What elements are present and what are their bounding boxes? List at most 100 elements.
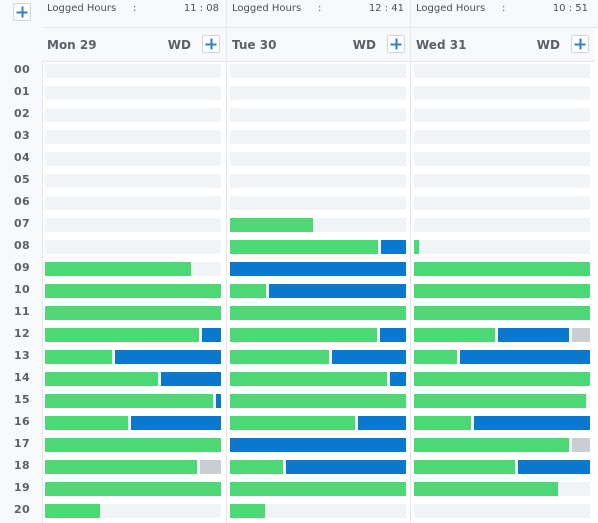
meeting-activity-bar[interactable]: [131, 416, 221, 430]
meeting-activity-bar[interactable]: [498, 328, 569, 342]
work-activity-bar[interactable]: [230, 284, 266, 298]
work-activity-bar[interactable]: [45, 438, 221, 452]
work-activity-bar[interactable]: [414, 438, 569, 452]
work-activity-bar[interactable]: [230, 372, 387, 386]
hour-slot[interactable]: [414, 152, 590, 166]
hour-gutter: [0, 0, 43, 523]
meeting-activity-bar[interactable]: [390, 372, 406, 386]
idle-activity-bar[interactable]: [200, 460, 221, 474]
hour-slot[interactable]: [414, 86, 590, 100]
hour-label: 15: [14, 393, 30, 406]
work-activity-bar[interactable]: [414, 284, 590, 298]
work-activity-bar[interactable]: [45, 328, 199, 342]
meeting-activity-bar[interactable]: [460, 350, 590, 364]
hour-slot[interactable]: [230, 86, 406, 100]
workday-badge: WD: [167, 38, 191, 52]
add-day-entry-button[interactable]: [571, 35, 589, 53]
hour-slot[interactable]: [414, 64, 590, 78]
idle-activity-bar[interactable]: [572, 438, 590, 452]
day-name: Mon 29: [47, 38, 97, 52]
hour-slot[interactable]: [45, 64, 221, 78]
meeting-activity-bar[interactable]: [269, 284, 406, 298]
logged-hours-value: 11 : 08: [183, 3, 219, 14]
plus-icon: [205, 38, 217, 50]
hour-slot[interactable]: [230, 152, 406, 166]
hour-slot[interactable]: [414, 196, 590, 210]
idle-activity-bar[interactable]: [572, 328, 590, 342]
work-activity-bar[interactable]: [230, 306, 406, 320]
hour-slot[interactable]: [230, 504, 406, 518]
logged-hours-bar: [42, 0, 598, 28]
work-activity-bar[interactable]: [45, 306, 221, 320]
work-activity-bar[interactable]: [45, 284, 221, 298]
meeting-activity-bar[interactable]: [161, 372, 221, 386]
work-activity-bar[interactable]: [45, 482, 221, 496]
meeting-activity-bar[interactable]: [230, 438, 406, 452]
hour-slot[interactable]: [230, 196, 406, 210]
hour-slot[interactable]: [45, 196, 221, 210]
hour-slot[interactable]: [45, 130, 221, 144]
work-activity-bar[interactable]: [230, 460, 283, 474]
work-activity-bar[interactable]: [414, 306, 590, 320]
meeting-activity-bar[interactable]: [381, 240, 406, 254]
meeting-activity-bar[interactable]: [286, 460, 406, 474]
day-column: Logged Hours: 10 : 51 Wed 31 WD: [410, 0, 595, 523]
work-activity-bar[interactable]: [230, 394, 406, 408]
hour-slot[interactable]: [230, 108, 406, 122]
meeting-activity-bar[interactable]: [518, 460, 590, 474]
meeting-activity-bar[interactable]: [115, 350, 221, 364]
day-column: Logged Hours: 11 : 08 Mon 29 WD: [42, 0, 226, 523]
work-activity-bar[interactable]: [45, 460, 197, 474]
hour-slot[interactable]: [414, 108, 590, 122]
hour-slot[interactable]: [45, 218, 221, 232]
work-activity-bar[interactable]: [230, 350, 329, 364]
work-activity-bar[interactable]: [414, 372, 590, 386]
work-activity-bar[interactable]: [45, 350, 112, 364]
work-activity-bar[interactable]: [414, 416, 471, 430]
work-activity-bar[interactable]: [45, 416, 128, 430]
work-activity-bar[interactable]: [45, 372, 158, 386]
hour-slot[interactable]: [414, 504, 590, 518]
work-activity-bar[interactable]: [414, 460, 515, 474]
hour-slot[interactable]: [45, 174, 221, 188]
work-activity-bar[interactable]: [414, 328, 495, 342]
add-day-entry-button[interactable]: [202, 35, 220, 53]
work-activity-bar[interactable]: [414, 262, 590, 276]
hour-slot[interactable]: [230, 130, 406, 144]
add-day-entry-button[interactable]: [387, 35, 405, 53]
meeting-activity-bar[interactable]: [216, 394, 221, 408]
meeting-activity-bar[interactable]: [358, 416, 406, 430]
work-activity-bar[interactable]: [45, 394, 213, 408]
hour-label: 13: [14, 349, 30, 362]
work-activity-bar[interactable]: [414, 482, 558, 496]
hour-label: 20: [14, 503, 30, 516]
hour-slot[interactable]: [45, 152, 221, 166]
hour-slot[interactable]: [414, 218, 590, 232]
work-activity-bar[interactable]: [230, 482, 406, 496]
hour-slot[interactable]: [414, 240, 590, 254]
hour-slot[interactable]: [414, 174, 590, 188]
hour-slot[interactable]: [45, 86, 221, 100]
work-activity-bar[interactable]: [230, 240, 378, 254]
work-activity-bar[interactable]: [45, 262, 191, 276]
meeting-activity-bar[interactable]: [474, 416, 590, 430]
work-activity-bar[interactable]: [230, 328, 377, 342]
hour-label: 00: [14, 63, 30, 76]
work-activity-bar[interactable]: [414, 240, 419, 254]
hour-slot[interactable]: [414, 130, 590, 144]
hour-slot[interactable]: [230, 174, 406, 188]
meeting-activity-bar[interactable]: [202, 328, 221, 342]
meeting-activity-bar[interactable]: [380, 328, 406, 342]
work-activity-bar[interactable]: [45, 504, 100, 518]
meeting-activity-bar[interactable]: [230, 262, 406, 276]
work-activity-bar[interactable]: [414, 350, 457, 364]
hour-slot[interactable]: [230, 64, 406, 78]
work-activity-bar[interactable]: [414, 394, 586, 408]
add-entry-button[interactable]: [13, 3, 31, 21]
work-activity-bar[interactable]: [230, 218, 313, 232]
meeting-activity-bar[interactable]: [332, 350, 406, 364]
work-activity-bar[interactable]: [230, 416, 355, 430]
work-activity-bar[interactable]: [230, 504, 265, 518]
hour-slot[interactable]: [45, 240, 221, 254]
hour-slot[interactable]: [45, 108, 221, 122]
